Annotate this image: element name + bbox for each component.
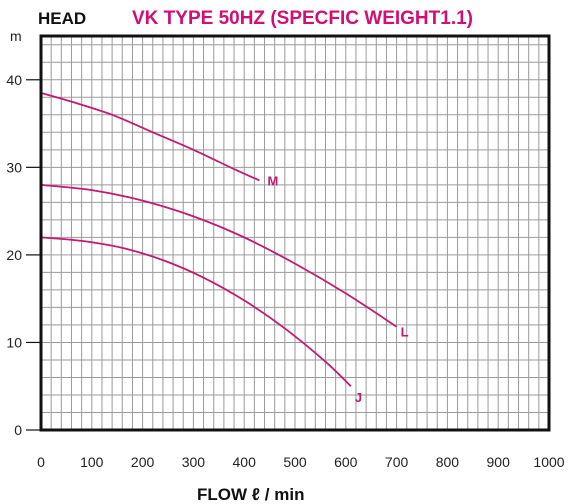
y-tick-label: 20 <box>6 247 22 263</box>
curve-l <box>40 183 398 328</box>
x-tick-label: 700 <box>385 454 409 470</box>
x-tick-label: 600 <box>334 454 358 470</box>
chart-grid <box>41 36 549 430</box>
x-tick-label: 400 <box>233 454 257 470</box>
x-tick-label: 900 <box>487 454 511 470</box>
y-axis-label: HEAD <box>38 9 86 28</box>
curve-label-m: M <box>267 173 278 188</box>
y-tick-label: 10 <box>6 334 22 350</box>
x-tick-label: 0 <box>37 454 45 470</box>
y-tick-label: 30 <box>6 159 22 175</box>
x-tick-label: 200 <box>131 454 155 470</box>
x-axis-label: FLOW ℓ / min <box>197 485 304 504</box>
x-tick-label: 1000 <box>533 454 564 470</box>
chart-curves <box>40 92 398 387</box>
y-tick-label: 40 <box>6 72 22 88</box>
curve-label-l: L <box>401 325 409 340</box>
curve-labels: M L J <box>267 173 408 405</box>
chart-title: VK TYPE 50HZ (SPECFIC WEIGHT1.1) <box>132 8 473 29</box>
curve-label-j: J <box>355 390 362 405</box>
y-axis-unit: m <box>10 28 22 44</box>
curve-m <box>40 92 260 182</box>
x-tick-label: 300 <box>182 454 206 470</box>
tick-labels: 0 100 200 300 400 500 600 700 800 900 1000 0 10 20 30 4… <box>6 72 564 470</box>
curve-j <box>40 236 352 387</box>
y-tick-label: 0 <box>14 422 22 438</box>
plot-frame <box>39 34 551 432</box>
x-tick-label: 100 <box>80 454 104 470</box>
x-tick-label: 500 <box>283 454 307 470</box>
x-tick-label: 800 <box>436 454 460 470</box>
